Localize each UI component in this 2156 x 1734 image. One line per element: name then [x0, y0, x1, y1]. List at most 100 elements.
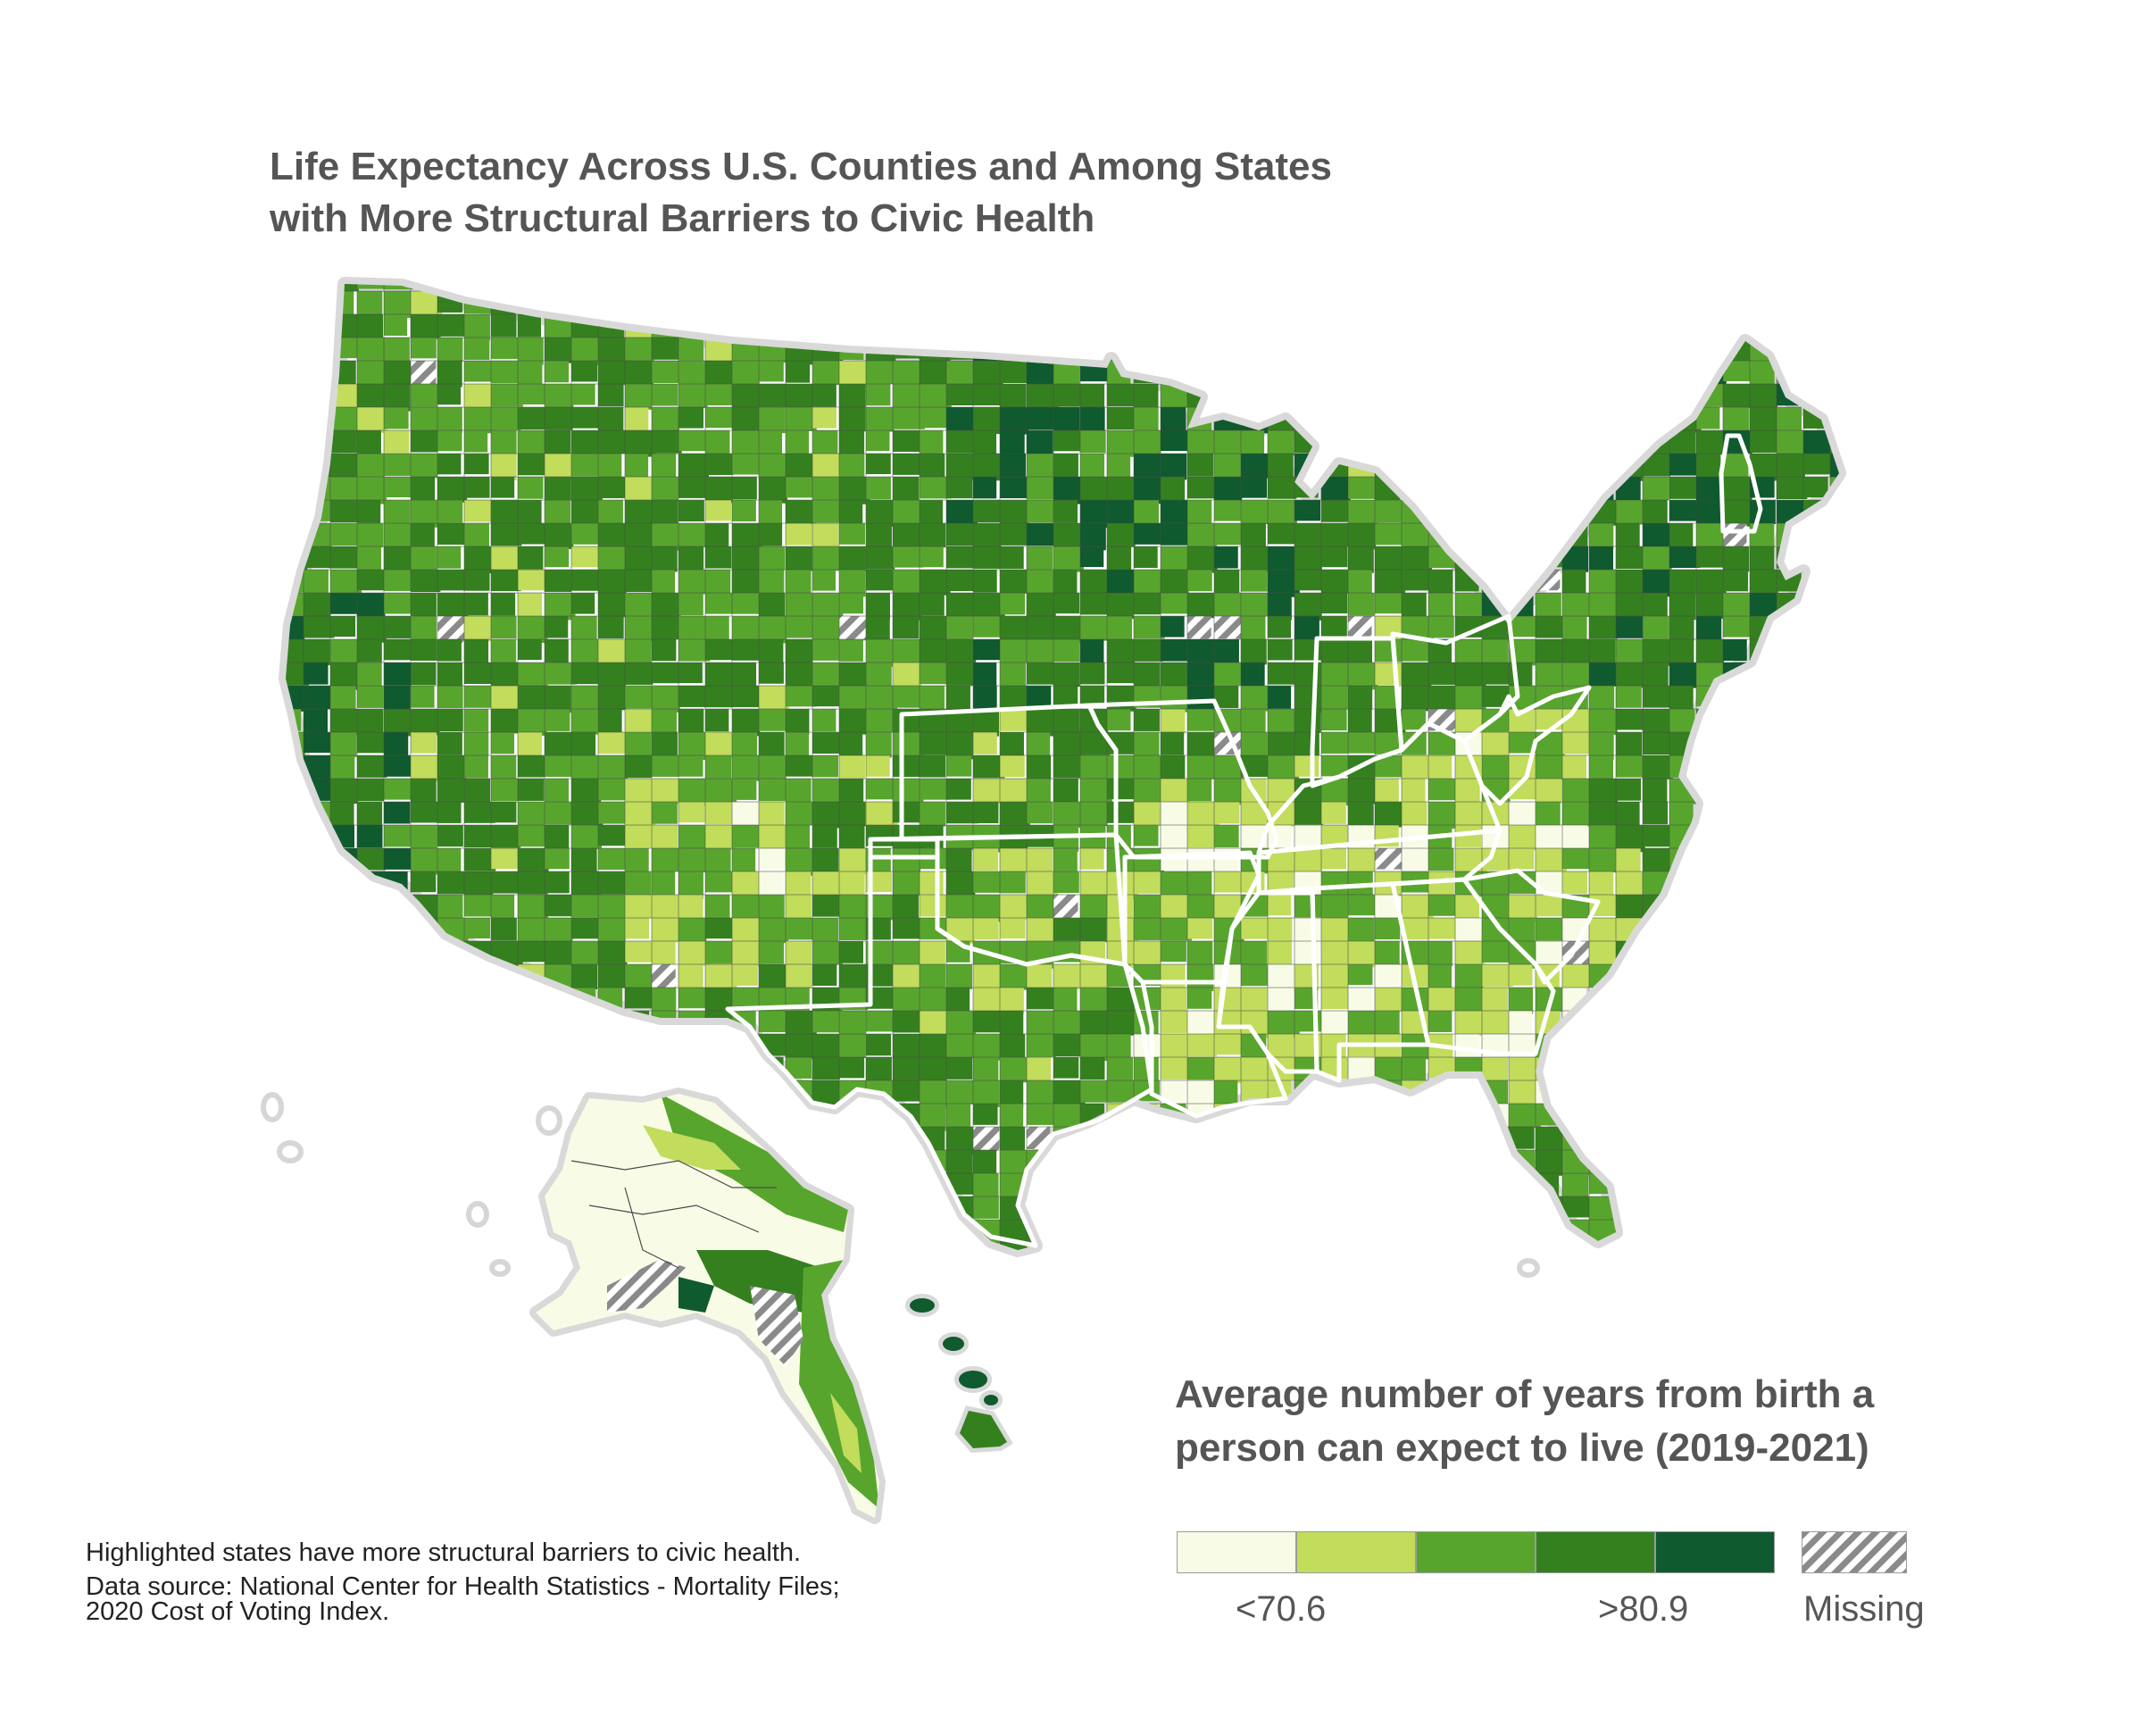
county-cell	[625, 430, 656, 457]
county-cell	[1777, 871, 1801, 897]
county-cell	[286, 1196, 309, 1224]
county-cell	[1348, 918, 1375, 942]
county-cell	[1321, 1104, 1349, 1126]
county-cell	[893, 430, 923, 453]
county-cell	[759, 477, 787, 504]
county-cell	[1107, 477, 1136, 501]
county-cell	[1053, 895, 1078, 921]
county-cell	[1027, 755, 1052, 781]
county-cell	[464, 407, 495, 434]
county-cell	[1000, 1080, 1024, 1108]
county-cell	[1348, 1104, 1373, 1130]
county-cell	[1348, 941, 1379, 968]
county-cell	[1027, 988, 1057, 1010]
county-cell	[759, 964, 789, 992]
county-cell	[946, 848, 972, 874]
county-cell	[384, 454, 412, 476]
county-cell	[1803, 1104, 1834, 1126]
county-cell	[812, 941, 843, 965]
county-cell	[1669, 616, 1694, 642]
county-cell	[678, 546, 704, 573]
county-cell	[1268, 686, 1292, 709]
county-cell	[491, 338, 520, 360]
county-cell	[1027, 500, 1058, 523]
county-cell	[1402, 407, 1428, 435]
county-cell	[598, 284, 628, 292]
county-cell	[518, 1080, 545, 1108]
county-cell	[437, 988, 462, 1009]
county-cell	[1696, 500, 1723, 526]
county-cell	[1536, 500, 1561, 524]
county-cell	[678, 825, 710, 849]
county-cell	[1107, 755, 1135, 780]
county-cell	[1294, 338, 1323, 364]
county-cell	[786, 523, 812, 546]
county-cell	[384, 407, 409, 429]
county-cell	[1589, 686, 1615, 713]
county-cell	[1455, 895, 1479, 921]
county-cell	[839, 663, 867, 688]
county-cell	[1321, 1150, 1348, 1178]
county-cell	[812, 732, 841, 754]
county-cell	[545, 523, 574, 549]
county-cell	[1294, 1196, 1324, 1221]
county-cell	[598, 779, 630, 801]
county-cell	[411, 384, 438, 407]
county-cell	[812, 848, 839, 874]
county-cell	[705, 871, 737, 893]
county-cell	[705, 825, 737, 850]
county-cell	[1268, 314, 1296, 341]
county-cell	[464, 616, 492, 642]
county-cell	[1027, 291, 1056, 313]
county-cell	[304, 732, 336, 754]
county-cell	[1214, 546, 1238, 569]
county-cell	[1589, 454, 1619, 479]
county-cell	[304, 964, 335, 988]
county-cell	[304, 1243, 333, 1250]
legend-title-line-1: Average number of years from birth a	[1175, 1372, 1875, 1416]
county-cell	[1428, 1196, 1454, 1224]
county-cell	[1830, 284, 1839, 292]
county-cell	[545, 639, 569, 666]
county-cell	[1696, 430, 1726, 455]
county-cell	[1723, 825, 1754, 853]
county-cell	[1562, 361, 1587, 386]
county-cell	[839, 755, 865, 779]
footnote-line-1: Highlighted states have more structural …	[86, 1538, 802, 1567]
county-cell	[1375, 848, 1405, 870]
county-cell	[1830, 384, 1839, 409]
county-cell	[1241, 1057, 1269, 1080]
county-cell	[491, 314, 517, 338]
county-cell	[1214, 384, 1241, 409]
county-cell	[1107, 1173, 1134, 1195]
county-cell	[1161, 1034, 1187, 1060]
county-cell	[1348, 314, 1374, 342]
county-cell	[1161, 284, 1185, 293]
county-cell	[411, 338, 437, 359]
county-cell	[893, 1243, 917, 1250]
county-cell	[1294, 1127, 1320, 1151]
county-cell	[839, 1011, 866, 1036]
county-cell	[839, 1034, 866, 1059]
county-cell	[1268, 988, 1292, 1013]
county-cell	[946, 291, 978, 313]
county-cell	[1509, 454, 1537, 479]
county-cell	[1455, 639, 1484, 667]
county-cell	[1027, 779, 1051, 804]
county-cell	[1830, 361, 1839, 388]
county-cell	[1509, 500, 1534, 527]
county-cell	[1053, 570, 1078, 596]
county-cell	[1536, 802, 1561, 827]
county-cell	[1589, 941, 1616, 968]
county-cell	[1723, 918, 1755, 940]
county-cell	[1241, 284, 1273, 294]
county-cell	[866, 523, 892, 550]
county-cell	[1321, 1011, 1347, 1036]
county-cell	[786, 500, 816, 525]
county-cell	[1214, 1150, 1239, 1173]
county-cell	[384, 663, 412, 686]
county-cell	[812, 918, 839, 941]
county-cell	[946, 686, 970, 712]
county-cell	[1187, 546, 1218, 573]
county-cell	[839, 454, 865, 479]
